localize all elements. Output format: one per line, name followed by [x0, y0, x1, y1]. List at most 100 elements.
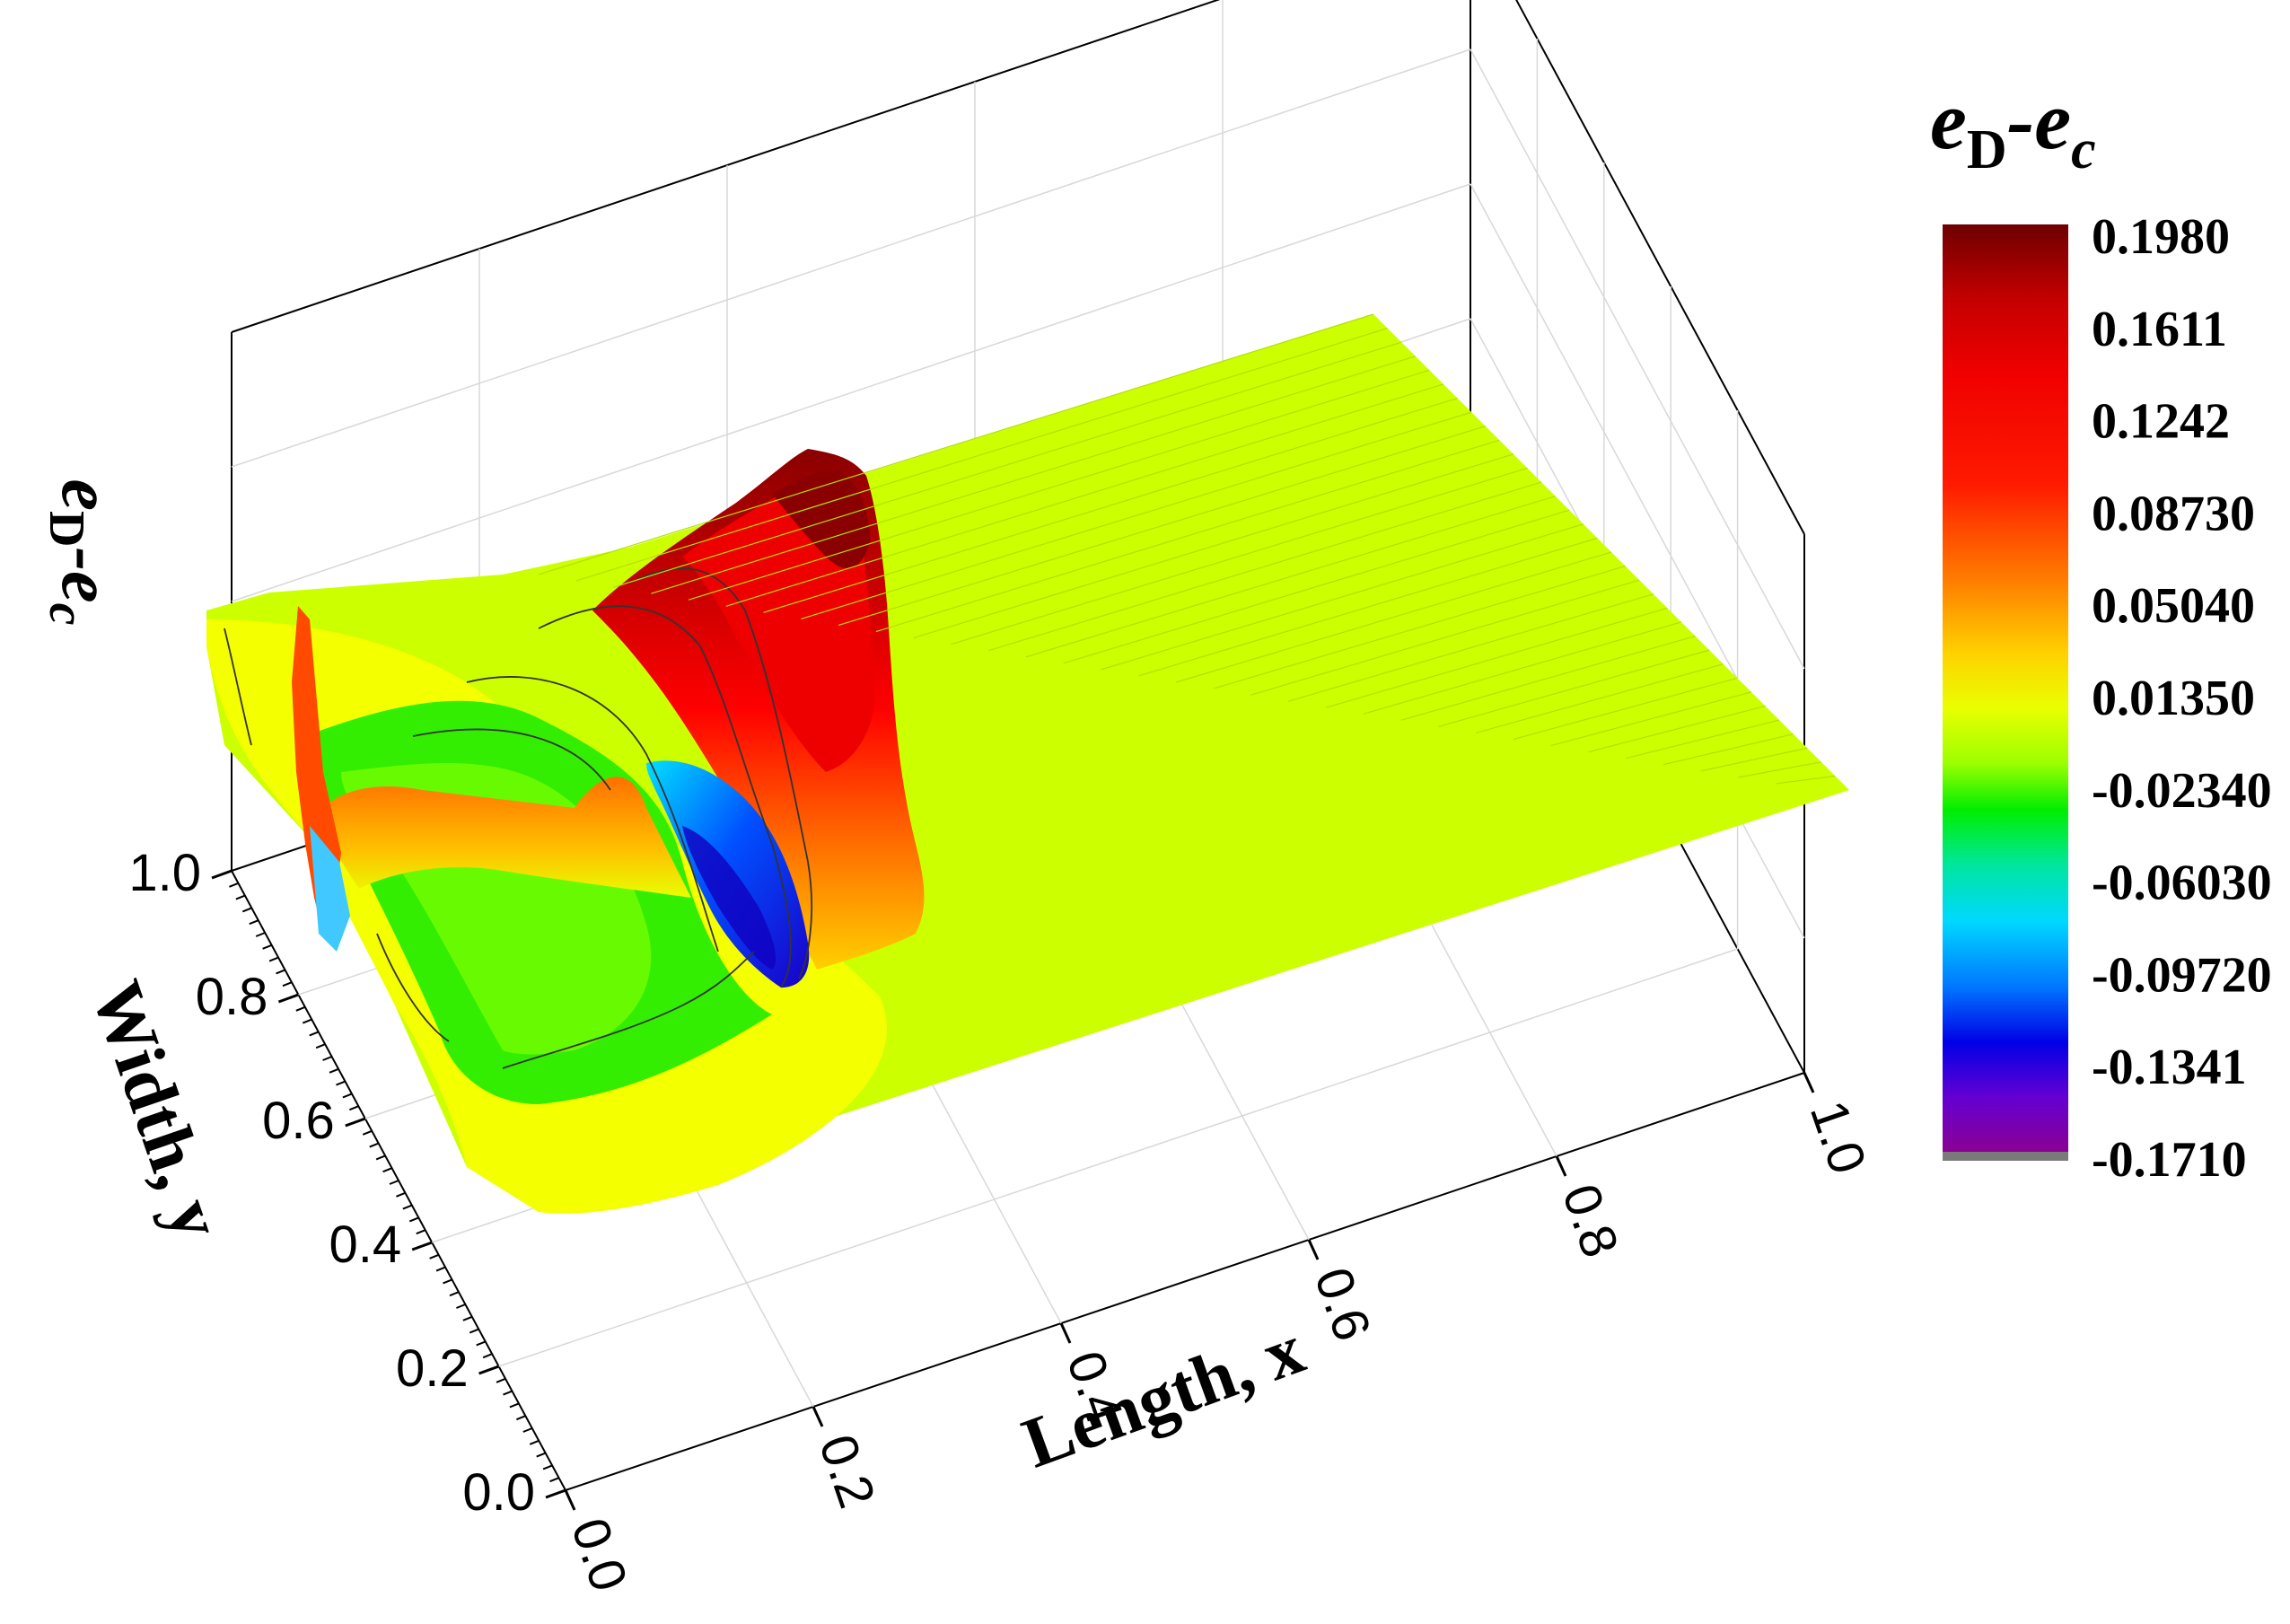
- surface: [206, 313, 1849, 1214]
- y-minor-tick: [496, 1377, 506, 1383]
- isoline: [1250, 579, 1640, 696]
- y-minor-tick: [241, 907, 252, 913]
- y-minor-tick: [456, 1304, 466, 1309]
- y-minor-tick: [435, 1266, 446, 1272]
- box-edge: [565, 1072, 1805, 1491]
- isoline: [1626, 719, 1780, 759]
- y-tick-label: 0.0: [462, 1463, 535, 1522]
- y-minor-tick: [336, 1080, 346, 1086]
- y-minor-tick: [509, 1402, 520, 1409]
- y-minor-tick: [416, 1229, 426, 1235]
- grid-line: [1470, 48, 1805, 670]
- y-minor-tick: [289, 994, 299, 999]
- y-minor-tick: [262, 944, 273, 950]
- y-minor-tick: [362, 1129, 373, 1136]
- y-minor-tick: [309, 1031, 320, 1037]
- y-minor-tick: [235, 894, 246, 900]
- z-axis-label: eD-ec: [39, 479, 126, 626]
- isoline: [1475, 663, 1724, 734]
- x-tick-label: 1.0: [1799, 1093, 1878, 1181]
- y-minor-tick: [476, 1340, 487, 1347]
- colorbar-under: [1943, 1152, 2068, 1161]
- colorbar-title-sub2: c: [2071, 119, 2096, 180]
- y-minor-tick: [329, 1067, 339, 1074]
- y-minor-tick: [382, 1167, 392, 1173]
- isoline: [1700, 747, 1808, 772]
- isoline: [1400, 635, 1696, 721]
- y-minor-tick: [268, 956, 279, 962]
- colorbar-level-label: 0.05040: [2092, 578, 2255, 634]
- isoline: [1138, 537, 1598, 677]
- x-tick-label: 0.8: [1551, 1177, 1630, 1264]
- y-minor-tick: [249, 919, 259, 926]
- isoline: [801, 411, 1472, 619]
- colorbar-level-label: 0.08730: [2092, 486, 2255, 541]
- isoline: [951, 467, 1528, 645]
- y-tick-label: 0.4: [329, 1216, 402, 1274]
- surface-ridge: [323, 777, 691, 898]
- isoline: [1213, 566, 1626, 689]
- y-minor-tick: [389, 1180, 399, 1185]
- y-minor-tick: [462, 1315, 473, 1321]
- x-tick: [812, 1406, 824, 1427]
- isoline: [875, 439, 1500, 633]
- isoline: [1175, 551, 1612, 683]
- isoline: [651, 356, 1416, 594]
- y-minor-tick: [255, 932, 266, 937]
- y-minor-tick: [402, 1204, 413, 1210]
- y-minor-tick: [342, 1093, 353, 1099]
- y-minor-tick: [489, 1365, 499, 1371]
- y-minor-tick: [556, 1489, 566, 1495]
- y-minor-tick: [295, 1005, 306, 1012]
- z-label-mid: -e: [47, 547, 126, 602]
- isoline: [1550, 691, 1752, 747]
- y-minor-tick: [396, 1191, 406, 1198]
- colorbar-level-label: 0.1242: [2092, 394, 2230, 450]
- colorbar-level-label: -0.06030: [2092, 856, 2272, 911]
- y-minor-tick: [282, 981, 293, 988]
- y-minor-tick: [503, 1390, 513, 1396]
- colorbar-title-main: e: [1930, 75, 1967, 166]
- isoline: [1363, 621, 1682, 715]
- x-tick: [1307, 1239, 1320, 1260]
- y-minor-tick: [276, 969, 285, 975]
- y-minor-tick: [375, 1154, 386, 1161]
- isoline: [538, 313, 1374, 575]
- isoline: [1438, 649, 1710, 727]
- z-label-sub1: D: [39, 511, 94, 547]
- isoline: [913, 453, 1514, 639]
- surface-left-spike-tail: [310, 826, 350, 952]
- isoline: [1025, 496, 1556, 658]
- y-minor-tick: [355, 1118, 366, 1123]
- isoline: [1101, 523, 1584, 671]
- contour-lines: [224, 567, 812, 1069]
- isoline: [763, 397, 1458, 613]
- x-tick-label: 0.2: [808, 1427, 887, 1514]
- y-minor-tick: [422, 1242, 433, 1247]
- colorbar-gradient: [1943, 224, 2068, 1154]
- y-minor-tick: [315, 1043, 326, 1049]
- y-minor-tick: [522, 1427, 533, 1433]
- isoline: [1513, 677, 1738, 741]
- isoline: [1063, 509, 1570, 664]
- colorbar-labels: 0.1980 0.1611 0.1242 0.08730 0.05040 0.01350 -…: [2092, 209, 2272, 1188]
- y-minor-tick: [222, 870, 233, 875]
- x-tick: [1803, 1072, 1815, 1093]
- colorbar-title-mid: -e: [2007, 75, 2071, 166]
- y-minor-tick: [449, 1291, 460, 1297]
- y-minor-tick: [348, 1105, 359, 1111]
- y-minor-tick: [443, 1278, 452, 1285]
- z-label-sub2: c: [39, 603, 94, 626]
- box-edge: [231, 0, 1221, 333]
- z-label-main: e: [47, 479, 126, 512]
- grid-line: [498, 948, 1738, 1367]
- x-tick: [1555, 1155, 1567, 1177]
- colorbar-title-sub1: D: [1967, 119, 2007, 180]
- isoline: [1738, 761, 1821, 778]
- grid-line: [231, 183, 1471, 602]
- y-axis: 0.0 0.2 0.4 0.6 0.8 1.0: [128, 844, 566, 1522]
- isoline: [1663, 733, 1794, 766]
- isoline: [575, 328, 1388, 582]
- surface-peak-top: [772, 470, 871, 569]
